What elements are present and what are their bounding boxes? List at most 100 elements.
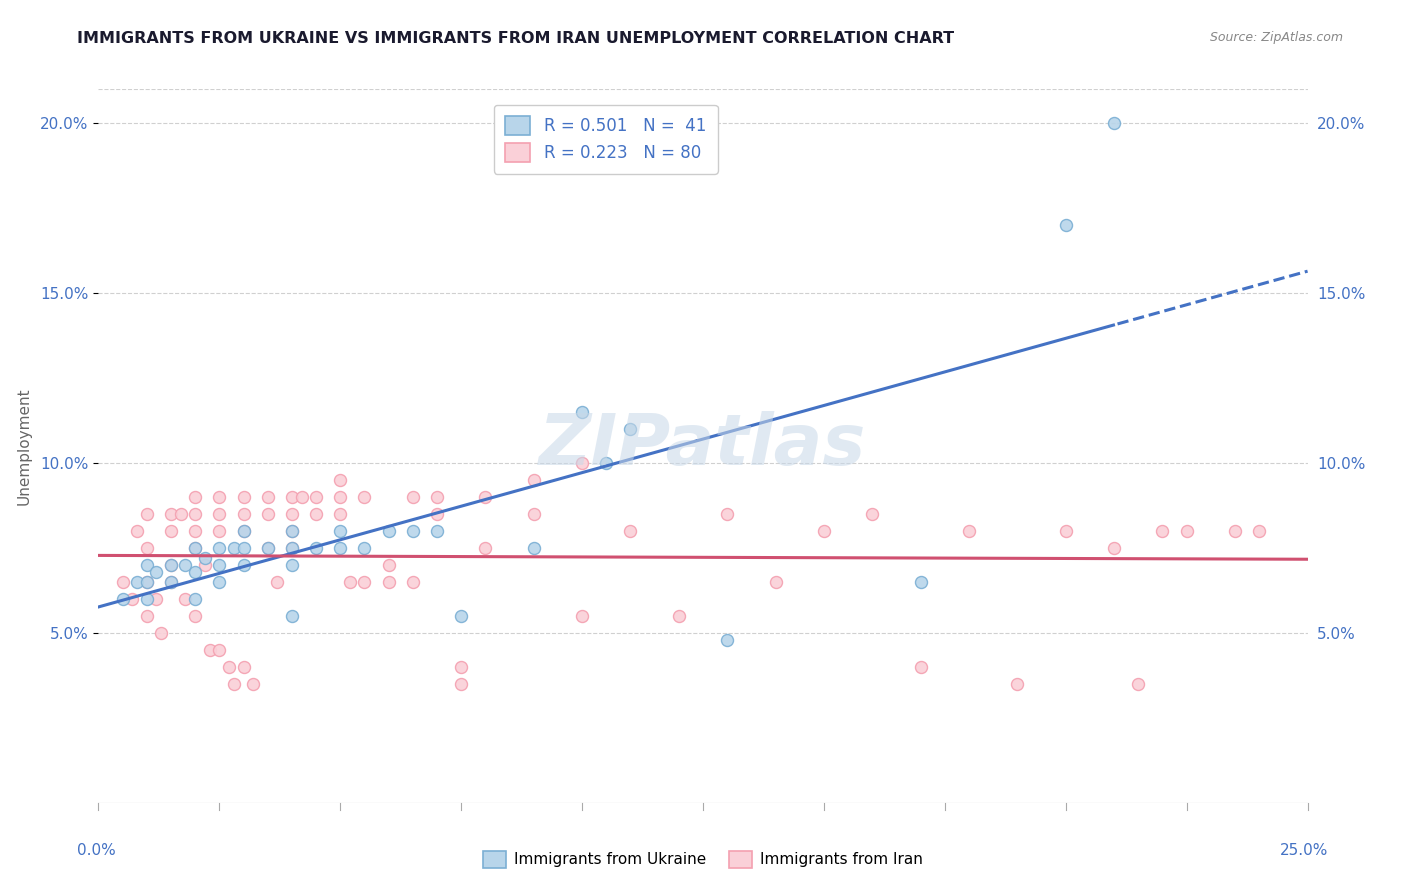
- Point: [402, 490, 425, 504]
- Point: [127, 574, 149, 589]
- Point: [127, 524, 149, 538]
- Point: [160, 574, 183, 589]
- Point: [450, 677, 472, 691]
- Point: [595, 456, 617, 470]
- Point: [160, 507, 183, 521]
- Point: [184, 608, 207, 623]
- Point: [145, 591, 167, 606]
- Point: [160, 558, 183, 572]
- Point: [266, 574, 288, 589]
- Point: [329, 541, 352, 555]
- Point: [377, 574, 399, 589]
- Point: [111, 574, 134, 589]
- Point: [135, 558, 157, 572]
- Text: 0.0%: 0.0%: [77, 843, 117, 858]
- Point: [716, 507, 738, 521]
- Text: IMMIGRANTS FROM UKRAINE VS IMMIGRANTS FROM IRAN UNEMPLOYMENT CORRELATION CHART: IMMIGRANTS FROM UKRAINE VS IMMIGRANTS FR…: [77, 31, 955, 46]
- Point: [174, 558, 197, 572]
- Point: [184, 541, 207, 555]
- Point: [222, 541, 245, 555]
- Point: [305, 507, 328, 521]
- Point: [208, 643, 231, 657]
- Point: [339, 574, 361, 589]
- Point: [571, 608, 593, 623]
- Point: [571, 405, 593, 419]
- Point: [150, 626, 173, 640]
- Point: [194, 551, 217, 566]
- Y-axis label: Unemployment: Unemployment: [17, 387, 32, 505]
- Point: [1152, 524, 1174, 538]
- Point: [160, 524, 183, 538]
- Point: [256, 490, 278, 504]
- Point: [184, 541, 207, 555]
- Point: [121, 591, 143, 606]
- Point: [329, 507, 352, 521]
- Point: [402, 574, 425, 589]
- Point: [353, 574, 375, 589]
- Legend: Immigrants from Ukraine, Immigrants from Iran: Immigrants from Ukraine, Immigrants from…: [477, 845, 929, 873]
- Point: [281, 558, 304, 572]
- Point: [329, 473, 352, 487]
- Point: [619, 524, 641, 538]
- Point: [242, 677, 264, 691]
- Point: [184, 565, 207, 579]
- Point: [523, 473, 546, 487]
- Point: [1102, 541, 1125, 555]
- Text: ZIPatlas: ZIPatlas: [540, 411, 866, 481]
- Point: [571, 456, 593, 470]
- Point: [716, 632, 738, 647]
- Text: 25.0%: 25.0%: [1281, 843, 1329, 858]
- Point: [160, 574, 183, 589]
- Point: [305, 490, 328, 504]
- Point: [377, 524, 399, 538]
- Point: [135, 608, 157, 623]
- Point: [353, 490, 375, 504]
- Point: [184, 507, 207, 521]
- Point: [1175, 524, 1198, 538]
- Point: [1102, 116, 1125, 130]
- Point: [184, 490, 207, 504]
- Point: [450, 660, 472, 674]
- Point: [208, 558, 231, 572]
- Point: [910, 574, 932, 589]
- Point: [232, 660, 254, 674]
- Point: [305, 541, 328, 555]
- Point: [232, 524, 254, 538]
- Point: [426, 490, 449, 504]
- Point: [813, 524, 835, 538]
- Point: [184, 524, 207, 538]
- Point: [256, 541, 278, 555]
- Point: [281, 541, 304, 555]
- Point: [208, 574, 231, 589]
- Point: [135, 591, 157, 606]
- Text: Source: ZipAtlas.com: Source: ZipAtlas.com: [1209, 31, 1343, 45]
- Point: [474, 490, 496, 504]
- Point: [1007, 677, 1029, 691]
- Point: [218, 660, 240, 674]
- Point: [208, 490, 231, 504]
- Point: [353, 541, 375, 555]
- Point: [194, 558, 217, 572]
- Point: [1223, 524, 1246, 538]
- Point: [1128, 677, 1150, 691]
- Point: [957, 524, 980, 538]
- Point: [281, 524, 304, 538]
- Point: [1249, 524, 1271, 538]
- Point: [450, 608, 472, 623]
- Point: [281, 541, 304, 555]
- Point: [426, 524, 449, 538]
- Point: [426, 507, 449, 521]
- Point: [256, 541, 278, 555]
- Point: [232, 541, 254, 555]
- Point: [198, 643, 221, 657]
- Legend: R = 0.501   N =  41, R = 0.223   N = 80: R = 0.501 N = 41, R = 0.223 N = 80: [494, 104, 717, 174]
- Point: [135, 574, 157, 589]
- Point: [765, 574, 787, 589]
- Point: [402, 524, 425, 538]
- Point: [208, 524, 231, 538]
- Point: [135, 507, 157, 521]
- Point: [232, 490, 254, 504]
- Point: [1054, 218, 1077, 232]
- Point: [174, 591, 197, 606]
- Point: [281, 608, 304, 623]
